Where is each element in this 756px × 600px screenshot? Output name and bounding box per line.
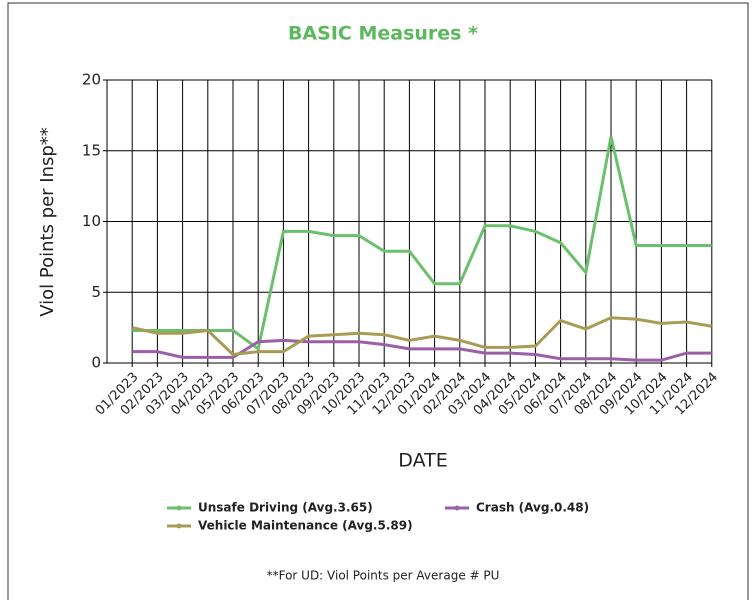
y-tick-label: 5 xyxy=(91,283,101,301)
legend-dot xyxy=(176,523,182,529)
series-line xyxy=(132,338,712,362)
series-line xyxy=(131,316,713,357)
y-tick-label: 0 xyxy=(91,354,101,372)
legend-dot xyxy=(454,505,460,511)
y-axis-label: Viol Points per Insp** xyxy=(37,127,58,317)
frame xyxy=(7,2,749,600)
y-tick-label: 20 xyxy=(82,71,101,89)
chart-title: BASIC Measures * xyxy=(288,23,478,45)
footnote: **For UD: Viol Points per Average # PU xyxy=(267,569,500,583)
y-tick-label: 15 xyxy=(82,141,101,159)
series-line xyxy=(132,136,712,352)
legend-label: Crash (Avg.0.48) xyxy=(476,501,589,515)
legend-label: Vehicle Maintenance (Avg.5.89) xyxy=(198,519,413,533)
y-tick-label: 10 xyxy=(82,212,101,230)
legend-label: Unsafe Driving (Avg.3.65) xyxy=(198,501,373,515)
x-axis-label: DATE xyxy=(398,450,447,472)
legend-dot xyxy=(176,505,182,511)
